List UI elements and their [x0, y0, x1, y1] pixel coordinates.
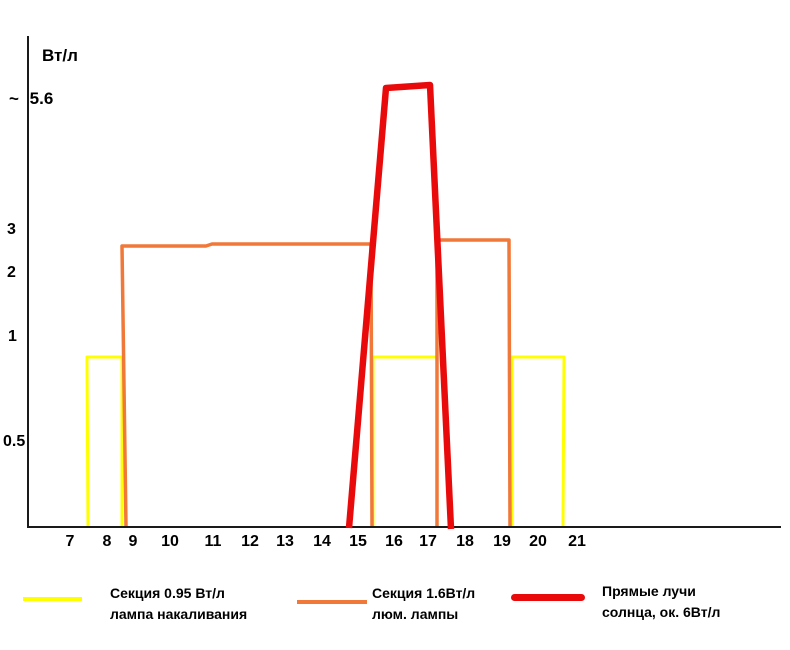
legend-label-line1: Прямые лучи: [602, 583, 696, 599]
legend-label-line2: солнца, ок. 6Вт/л: [602, 604, 721, 620]
legend-label-line1: Секция 0.95 Вт/л: [110, 585, 225, 601]
x-tick-label: 12: [241, 533, 259, 550]
x-tick-label: 20: [529, 533, 547, 550]
y-axis-unit-label: Вт/л: [42, 46, 78, 65]
legend-label-line1: Секция 1.6Вт/л: [372, 585, 476, 601]
x-tick-label: 7: [65, 533, 75, 550]
y-tick-label: 2: [7, 264, 16, 281]
legend-label-line2: лампа накаливания: [110, 606, 248, 622]
legend-swatch-sun: [511, 594, 585, 601]
legend-label-incandescent: Секция 0.95 Вт/л лампа накаливания: [110, 583, 247, 625]
x-tick-label: 13: [276, 533, 294, 550]
x-tick-label: 18: [456, 533, 474, 550]
x-tick-label: 17: [419, 533, 437, 550]
x-tick-label: 9: [128, 533, 138, 550]
y-tick-label: ~ 5.6: [9, 89, 54, 108]
legend-swatch-fluorescent: [297, 600, 367, 604]
x-tick-label: 19: [493, 533, 511, 550]
y-tick-label: 1: [8, 328, 17, 345]
x-tick-label: 10: [161, 533, 179, 550]
series-line-incandescent-block-2: [371, 355, 439, 526]
series-line-incandescent-block-1: [85, 355, 124, 527]
series-line-fluorescent-block-2: [435, 238, 512, 527]
series-line-incandescent-block-3: [510, 355, 566, 527]
x-tick-label: 16: [385, 533, 403, 550]
legend-label-line2: люм. лампы: [372, 606, 459, 622]
y-tick-label: 0.5: [3, 433, 26, 450]
x-tick-label: 21: [568, 533, 586, 550]
legend-label-fluorescent: Секция 1.6Вт/л люм. лампы: [372, 583, 475, 625]
legend-label-sun: Прямые лучи солнца, ок. 6Вт/л: [602, 581, 720, 623]
legend-swatch-incandescent: [23, 597, 82, 601]
x-tick-label: 15: [349, 533, 367, 550]
series-line-fluorescent-block-1: [120, 242, 374, 527]
series-line-sun-peak: [345, 81, 455, 530]
x-tick-label: 8: [102, 533, 112, 550]
y-tick-label: 3: [7, 221, 16, 238]
x-tick-label: 14: [313, 533, 331, 550]
x-tick-label: 11: [204, 533, 222, 550]
